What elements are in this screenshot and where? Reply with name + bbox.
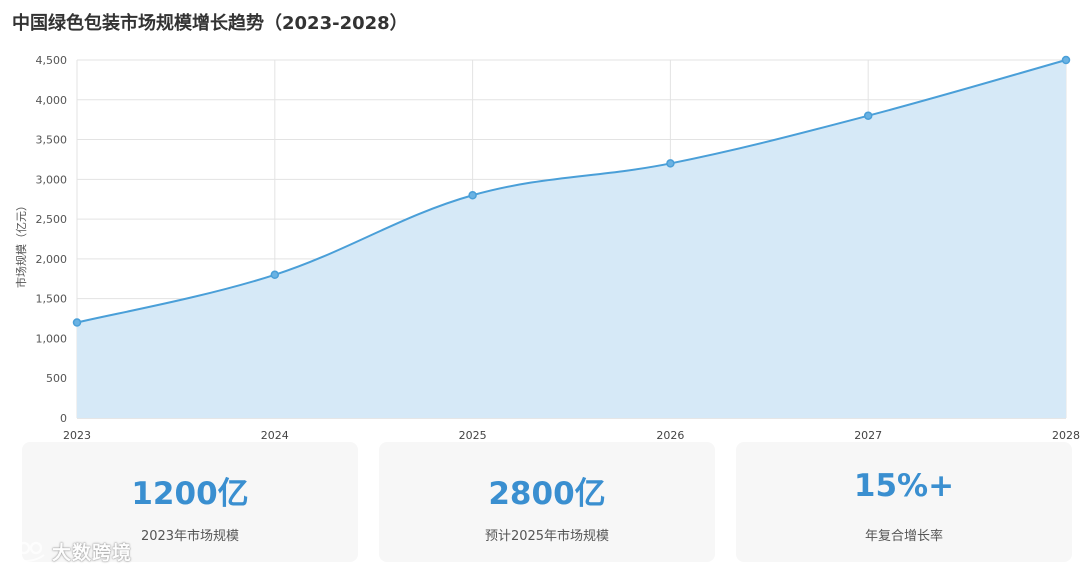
stat-card-market-2025: 2800亿 预计2025年市场规模: [379, 442, 715, 562]
stat-card-cagr: 15%+ 年复合增长率: [736, 442, 1072, 562]
data-point-2028: [1061, 55, 1071, 65]
x-tick-label: 2024: [261, 429, 289, 440]
series-area-fill: [77, 60, 1066, 418]
y-tick-label: 4,000: [36, 94, 68, 107]
stat-value: 15%+: [853, 468, 955, 504]
y-tick-label: 1,000: [36, 332, 68, 345]
stat-value: 1200亿: [131, 476, 249, 512]
y-axis-ticks: 0 500 1,000 1,500 2,000 2,500 3,000 3,500 4,000 4…: [36, 54, 68, 425]
stat-card-market-2023: 1200亿 2023年市场规模: [22, 442, 358, 562]
y-tick-label: 500: [46, 372, 67, 385]
area-chart: 0 500 1,000 1,500 2,000 2,500 3,000 3,500 4,000 4…: [14, 54, 1080, 440]
stat-label: 2023年市场规模: [140, 529, 240, 544]
data-point-2023: [72, 318, 82, 327]
x-tick-label: 2026: [656, 429, 684, 440]
x-tick-label: 2023: [63, 429, 91, 440]
stat-value: 2800亿: [488, 476, 606, 512]
chart-title: 中国绿色包装市场规模增长趋势（2023-2028）: [12, 13, 408, 34]
stat-label: 年复合增长率: [864, 529, 943, 544]
data-points: [72, 55, 1071, 327]
data-point-2025: [468, 190, 477, 200]
x-axis-ticks: 2023 2024 2025 2026 2027 2028: [63, 429, 1080, 440]
y-tick-label: 1,500: [36, 293, 68, 306]
y-tick-label: 4,500: [36, 54, 68, 67]
y-tick-label: 0: [60, 412, 67, 425]
y-tick-label: 3,500: [36, 134, 68, 147]
data-point-2026: [666, 159, 675, 168]
y-axis-label: 市场规模（亿元）: [14, 200, 28, 288]
logo-icon: [10, 541, 45, 563]
x-tick-label: 2025: [459, 429, 487, 440]
stat-cards: 1200亿 2023年市场规模 2800亿 预计2025年市场规模 15%+ 年…: [22, 442, 1080, 562]
watermark-text: 大数跨境: [52, 541, 133, 564]
data-point-2024: [270, 270, 280, 280]
y-tick-label: 3,000: [36, 173, 68, 186]
data-point-2027: [863, 111, 873, 120]
series-line: [76, 59, 1067, 324]
y-tick-label: 2,500: [36, 213, 68, 226]
stat-label: 预计2025年市场规模: [484, 529, 610, 544]
watermark: 大数跨境: [8, 537, 132, 565]
y-tick-label: 2,000: [36, 253, 68, 266]
x-tick-label: 2027: [854, 429, 882, 440]
x-tick-label: 2028: [1052, 429, 1080, 440]
